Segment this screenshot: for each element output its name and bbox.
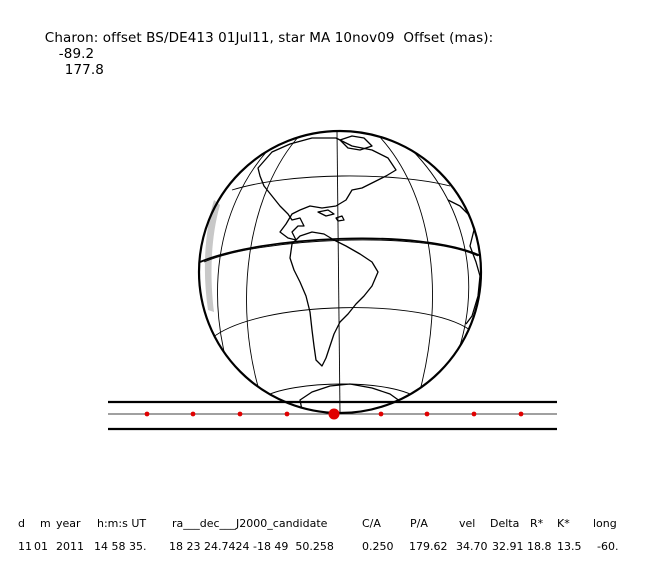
col-rstar: R*	[530, 517, 544, 530]
offset-ra-value: -89.2	[58, 46, 95, 62]
parallel-lines	[203, 175, 479, 401]
col-kstar: K*	[557, 517, 570, 530]
val-rstar: 18.8	[527, 540, 552, 553]
limb-shading	[204, 200, 220, 312]
title-text: Charon: offset BS/DE413 01Jul11, star MA…	[44, 30, 494, 46]
table-value-row: 11 01 2011 14 58 35. 18 23 24.7424 -18 4…	[0, 540, 646, 556]
time-marker	[471, 411, 477, 417]
time-marker	[190, 411, 196, 417]
val-month: 01	[34, 540, 48, 553]
time-marker	[144, 411, 150, 417]
col-year: year	[56, 517, 81, 530]
col-month: m	[40, 517, 51, 530]
col-delta: Delta	[490, 517, 520, 530]
meridian-lines	[217, 131, 470, 413]
time-marker	[237, 411, 243, 417]
val-time: 14 58 35.	[94, 540, 147, 553]
val-year: 2011	[56, 540, 84, 553]
col-long: long	[593, 517, 617, 530]
shadow-path	[108, 400, 557, 431]
val-pa: 179.62	[409, 540, 448, 553]
col-ca: C/A	[362, 517, 381, 530]
val-day: 11	[18, 540, 32, 553]
table-header-row: d m year h:m:s UT ra___dec___J2000_candi…	[0, 517, 646, 533]
val-vel: 34.70	[456, 540, 488, 553]
val-kstar: 13.5	[557, 540, 582, 553]
offset-dec-value: 177.8	[64, 62, 104, 78]
val-long: -60.	[597, 540, 619, 553]
col-radec: ra___dec___J2000_candidate	[172, 517, 328, 530]
time-marker	[424, 411, 430, 417]
val-radec: 18 23 24.7424 -18 49 50.258	[169, 540, 334, 553]
closest-approach-marker	[328, 408, 340, 420]
time-marker	[378, 411, 384, 417]
col-time: h:m:s UT	[97, 517, 147, 530]
col-pa: P/A	[410, 517, 428, 530]
col-vel: vel	[459, 517, 476, 530]
time-marker	[518, 411, 524, 417]
earth-globe	[197, 129, 483, 415]
val-ca: 0.250	[362, 540, 394, 553]
plot-title: Charon: offset BS/DE413 01Jul11, star MA…	[36, 14, 493, 78]
time-marker	[284, 411, 290, 417]
col-day: d	[18, 517, 25, 530]
val-delta: 32.91	[492, 540, 524, 553]
equator-line	[199, 237, 481, 263]
